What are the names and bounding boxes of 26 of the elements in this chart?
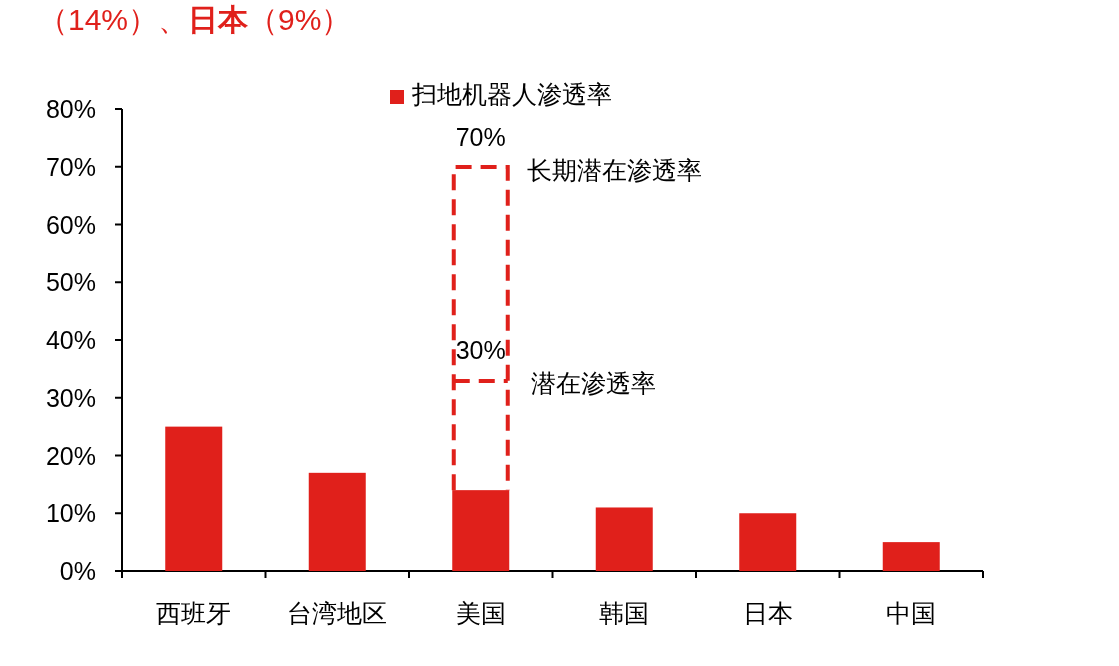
y-tick-label: 20% [45, 441, 96, 470]
chart-title: （14%）、日本（9%） [38, 3, 352, 36]
bar [882, 542, 940, 571]
y-tick-label: 30% [45, 383, 96, 412]
bar [308, 472, 366, 571]
bar [739, 513, 797, 571]
annotation: 长期潜在渗透率 [527, 156, 702, 184]
x-tick-label: 中国 [886, 599, 937, 627]
y-tick-label: 50% [45, 268, 96, 297]
legend-label: 扫地机器人渗透率 [411, 80, 612, 108]
y-tick-label: 60% [45, 210, 96, 239]
x-tick-label: 韩国 [599, 599, 650, 627]
annotation: 潜在渗透率 [531, 369, 656, 397]
y-tick-label: 0% [59, 557, 96, 585]
y-tick-label: 10% [45, 499, 96, 528]
x-tick-label: 台湾地区 [287, 599, 388, 627]
annotation: 30% [455, 336, 506, 364]
y-tick-label: 70% [45, 152, 96, 181]
y-tick-label: 40% [45, 326, 96, 354]
bar [595, 507, 653, 571]
y-tick-label: 80% [45, 95, 96, 123]
bar [165, 426, 223, 571]
x-tick-label: 美国 [455, 599, 506, 627]
x-tick-label: 西班牙 [156, 599, 232, 627]
x-tick-label: 日本 [742, 599, 793, 627]
annotation: 70% [455, 123, 506, 151]
